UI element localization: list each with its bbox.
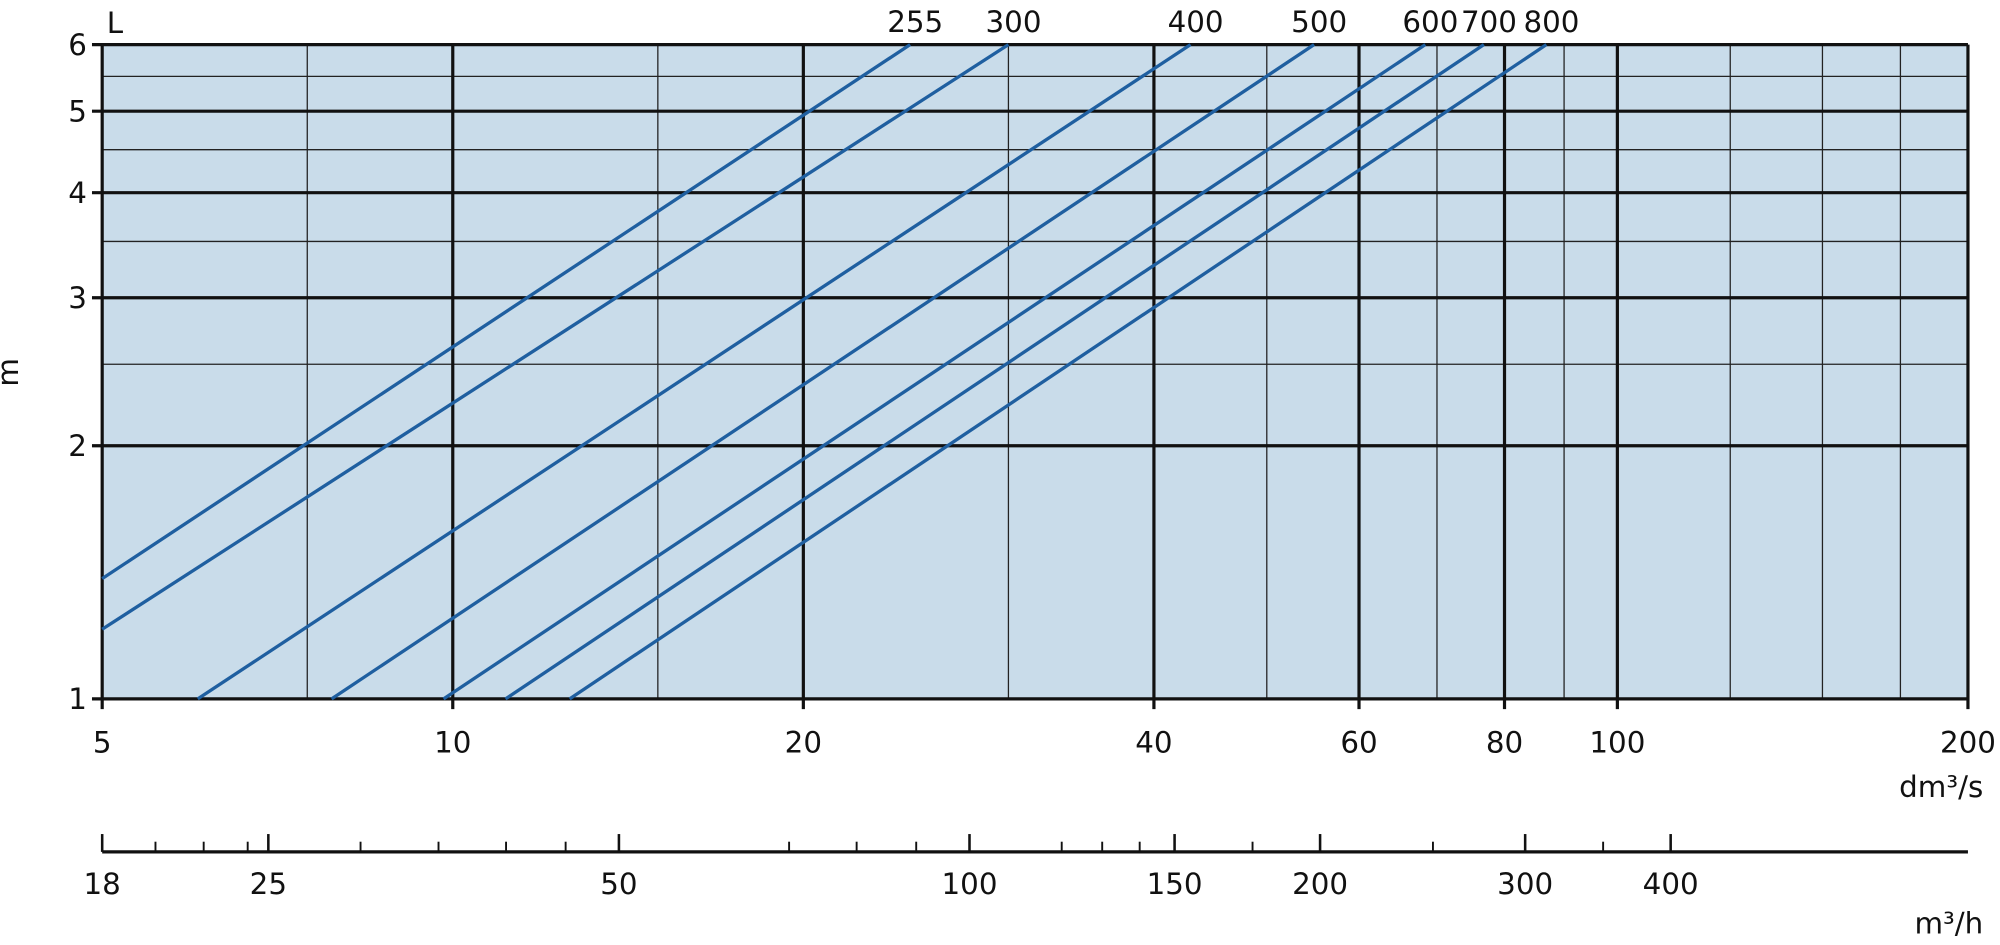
x2-tick-label: 150 (1147, 867, 1203, 901)
series-line (196, 43, 1192, 701)
x-axis-label: dm³/s (1899, 770, 1983, 804)
x2-tick-label: 18 (84, 867, 121, 901)
x-tick-label: 200 (1940, 725, 1996, 759)
series-line (442, 43, 1427, 701)
x-tick-label: 10 (434, 725, 471, 759)
y-tick-label: 1 (68, 682, 87, 716)
plot-background (102, 44, 1968, 699)
y-tick-label: 5 (68, 94, 87, 128)
x2-tick-label: 25 (250, 867, 287, 901)
series-label: 255 (887, 5, 943, 39)
y-tick-label: 4 (68, 176, 87, 210)
legend-title: L (107, 6, 124, 40)
y-axis-label: m (0, 358, 25, 387)
series-line (330, 43, 1315, 701)
x2-tick-label: 400 (1643, 867, 1699, 901)
x2-tick-label: 200 (1292, 867, 1348, 901)
x2-tick-label: 100 (942, 867, 998, 901)
series-line (504, 43, 1485, 701)
x2-tick-label: 300 (1497, 867, 1553, 901)
series-label: 600 (1402, 5, 1458, 39)
y-tick-label: 2 (68, 429, 87, 463)
x-tick-label: 100 (1589, 725, 1645, 759)
series-line (101, 43, 912, 581)
series-line (568, 43, 1548, 701)
y-tick-label: 6 (68, 28, 87, 62)
series-label: 700 (1461, 5, 1517, 39)
x-tick-label: 20 (785, 725, 822, 759)
x-tick-label: 60 (1340, 725, 1377, 759)
y-tick-label: 3 (68, 281, 87, 315)
series-label: 300 (986, 5, 1042, 39)
x2-axis-label: m³/h (1914, 907, 1983, 941)
series-label: 500 (1291, 5, 1347, 39)
series-label: 400 (1168, 5, 1224, 39)
series-line (101, 43, 1010, 631)
x-tick-label: 40 (1135, 725, 1172, 759)
x-tick-label: 80 (1486, 725, 1523, 759)
x-tick-label: 5 (93, 725, 112, 759)
series-label: 800 (1523, 5, 1579, 39)
x2-tick-label: 50 (600, 867, 637, 901)
